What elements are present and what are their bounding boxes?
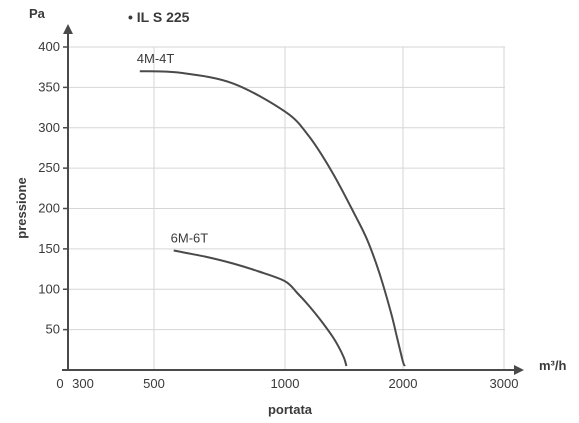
x-axis-arrow xyxy=(514,365,524,375)
x-tick-label: 2000 xyxy=(389,376,418,391)
y-tick-label: 150 xyxy=(38,241,60,256)
y-tick-label: 250 xyxy=(38,160,60,175)
y-tick-label: 300 xyxy=(38,120,60,135)
y-axis-label: pressione xyxy=(14,177,29,238)
x-axis-label: portata xyxy=(268,402,313,417)
x-tick-label: 1000 xyxy=(271,376,300,391)
series-label-4m-4t: 4M-4T xyxy=(137,51,175,66)
y-tick-label: 200 xyxy=(38,201,60,216)
series-line-4m-4t xyxy=(139,70,406,367)
x-tick-label: 3000 xyxy=(490,376,519,391)
x-tick-label: 500 xyxy=(143,376,165,391)
x-origin-label: 0 xyxy=(56,376,63,391)
y-tick-label: 400 xyxy=(38,39,60,54)
x-unit-label: m³/h xyxy=(539,358,567,373)
axis-layer xyxy=(62,24,524,375)
y-tick-label: 100 xyxy=(38,281,60,296)
y-tick-label: 350 xyxy=(38,79,60,94)
text-layer: • IL S 225 Pa m³/h pressione portata 0 5… xyxy=(14,6,567,417)
grid-layer xyxy=(68,46,505,370)
y-tick-label: 50 xyxy=(46,322,60,337)
series-label-6m-6t: 6M-6T xyxy=(171,230,209,245)
y-axis-arrow xyxy=(63,24,73,34)
x-tick-label: 300 xyxy=(72,376,94,391)
series-line-6m-6t xyxy=(173,249,348,367)
chart-title: • IL S 225 xyxy=(128,9,190,25)
series-layer xyxy=(139,70,406,367)
y-unit-label: Pa xyxy=(29,6,46,21)
